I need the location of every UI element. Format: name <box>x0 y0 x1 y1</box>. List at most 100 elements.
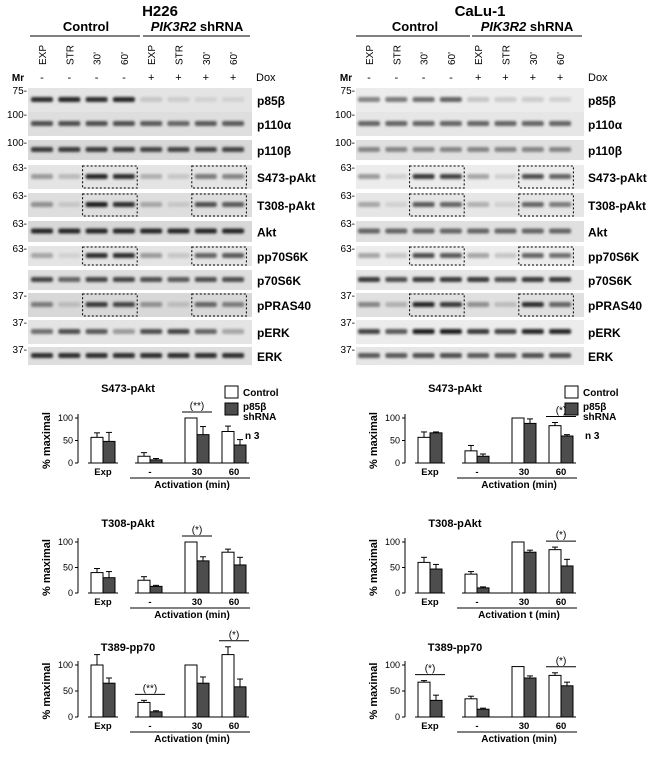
category-label: 60 <box>556 597 567 608</box>
band-h226-ppras40-lane-7 <box>194 302 217 307</box>
box-control-h226-s473-pakt <box>82 165 138 189</box>
bar-control-60 <box>221 551 235 594</box>
band-h226-pp70s6k-lane-3 <box>85 253 108 258</box>
band-label-calu1-t308-pakt: T308-pAkt <box>588 199 646 213</box>
band-calu1-p70s6k-lane-4 <box>439 277 462 282</box>
bar-charts-calu1: S473-pAkt 0 50 100 % maximal Exp - 30 60 Activati… <box>368 383 619 745</box>
band-calu1-p85beta-lane-4 <box>439 97 462 102</box>
band-calu1-s473-pakt-lane-3 <box>412 174 435 179</box>
category-label: 30 <box>519 597 530 608</box>
legend-label-control: Control <box>583 388 619 399</box>
category-label: - <box>475 721 478 732</box>
lane-label-h226-3: 30' <box>93 52 104 65</box>
band-calu1-ppras40-lane-7 <box>521 302 544 307</box>
dox-sign-calu1-6: + <box>502 72 508 84</box>
legend-swatch-shrna <box>224 402 239 416</box>
mr-marker-h226-ppras40: 37- <box>13 291 27 302</box>
chart-title: T389-pp70 <box>428 642 482 654</box>
blot-row-h226-erk: 37- ERK <box>13 345 283 365</box>
band-h226-ppras40-lane-2 <box>58 302 81 307</box>
bar-p85beta-shrna-exp <box>429 432 443 464</box>
band-calu1-s473-pakt-lane-5 <box>467 174 490 179</box>
band-h226-s473-pakt-lane-8 <box>222 174 245 179</box>
mr-marker-calu1-erk: 37- <box>341 345 355 356</box>
bar-control-exp <box>90 436 104 464</box>
band-h226-akt-lane-1 <box>31 228 53 234</box>
band-h226-pp70s6k-lane-6 <box>167 253 190 258</box>
y-tick-label: 0 <box>395 588 400 598</box>
box-control-h226-pp70s6k <box>82 246 138 266</box>
category-label: Exp <box>421 597 439 608</box>
band-h226-perk-lane-1 <box>31 329 53 334</box>
band-h226-t308-pakt-lane-8 <box>222 202 245 207</box>
band-calu1-s473-pakt-lane-6 <box>494 174 517 179</box>
band-h226-pp70s6k-lane-2 <box>58 253 81 258</box>
band-calu1-t308-pakt-lane-4 <box>439 202 462 207</box>
lane-label-h226-8: 60' <box>229 52 240 65</box>
band-h226-p70s6k-lane-7 <box>194 277 217 282</box>
band-h226-p85beta-lane-3 <box>85 97 108 102</box>
chart-calu1-s473-pakt: S473-pAkt 0 50 100 % maximal Exp - 30 60 Activati… <box>368 383 619 491</box>
band-calu1-t308-pakt-lane-7 <box>521 202 544 207</box>
band-calu1-erk-lane-2 <box>385 353 408 358</box>
significance-label: (*) <box>192 525 203 536</box>
band-calu1-erk-lane-5 <box>467 353 490 358</box>
blot-row-calu1-perk: 37- pERK <box>341 318 621 344</box>
blot-strip-h226-pp70s6k <box>28 246 252 266</box>
bar-control-exp <box>417 436 431 464</box>
dox-sign-h226-4: - <box>122 72 126 84</box>
band-h226-ppras40-lane-6 <box>167 302 190 307</box>
band-calu1-perk-lane-3 <box>412 329 435 334</box>
band-calu1-s473-pakt-lane-1 <box>358 174 380 179</box>
bar-p85beta-shrna-30 <box>196 560 210 594</box>
y-axis-label: % maximal <box>368 412 380 469</box>
band-h226-s473-pakt-lane-1 <box>31 174 53 179</box>
mr-marker-h226-akt: 63- <box>13 219 27 230</box>
band-calu1-t308-pakt-lane-1 <box>358 202 380 207</box>
category-label: Exp <box>421 467 439 478</box>
mr-marker-h226-p110alpha: 100- <box>7 110 27 121</box>
box-control-h226-ppras40 <box>82 293 138 317</box>
category-label: 60 <box>556 721 567 732</box>
legend-swatch-control <box>564 385 579 399</box>
band-h226-erk-lane-3 <box>85 353 108 358</box>
dox-sign-h226-1: - <box>40 72 44 84</box>
band-calu1-pp70s6k-lane-7 <box>521 253 544 258</box>
blot-row-calu1-akt: 63- Akt <box>341 219 607 242</box>
blot-row-h226-ppras40: 37- pPRAS40 <box>13 291 311 317</box>
band-label-calu1-p85beta: p85β <box>588 94 616 108</box>
bar-p85beta-shrna-unstim <box>476 455 490 464</box>
band-calu1-pp70s6k-lane-2 <box>385 253 408 258</box>
y-tick-label: 0 <box>395 712 400 722</box>
x-axis-label: Activation t (min) <box>478 610 560 621</box>
band-h226-erk-lane-2 <box>58 353 81 358</box>
y-tick-label: 50 <box>390 436 400 446</box>
band-calu1-p110beta-lane-2 <box>385 147 408 152</box>
box-control-calu1-s473-pakt <box>409 165 465 189</box>
lane-label-h226-5: EXP <box>147 45 158 65</box>
band-h226-akt-lane-8 <box>222 228 245 234</box>
band-h226-p70s6k-lane-4 <box>112 277 135 282</box>
bar-p85beta-shrna-exp <box>102 682 116 718</box>
band-h226-s473-pakt-lane-4 <box>112 174 135 179</box>
dox-sign-calu1-7: + <box>530 72 536 84</box>
bar-control-30 <box>184 664 198 718</box>
band-h226-p85beta-lane-1 <box>31 97 53 102</box>
band-label-h226-pp70s6k: pp70S6K <box>257 250 309 264</box>
bar-control-60 <box>221 654 235 718</box>
band-h226-p110alpha-lane-2 <box>58 121 81 126</box>
band-calu1-p110beta-lane-7 <box>521 147 544 152</box>
band-calu1-p110beta-lane-3 <box>412 147 435 152</box>
bar-p85beta-shrna-exp <box>102 440 116 464</box>
band-calu1-akt-lane-2 <box>385 228 408 234</box>
band-h226-p110alpha-lane-7 <box>194 121 217 126</box>
significance-label: (**) <box>143 683 157 694</box>
chart-title: T389-pp70 <box>101 642 155 654</box>
band-calu1-t308-pakt-lane-2 <box>385 202 408 207</box>
band-label-calu1-s473-pakt: S473-pAkt <box>588 171 647 185</box>
group-label-control-h226: Control <box>63 19 109 34</box>
bar-p85beta-shrna-30 <box>523 677 537 718</box>
blot-row-calu1-p85beta: 75- p85β <box>341 86 616 112</box>
